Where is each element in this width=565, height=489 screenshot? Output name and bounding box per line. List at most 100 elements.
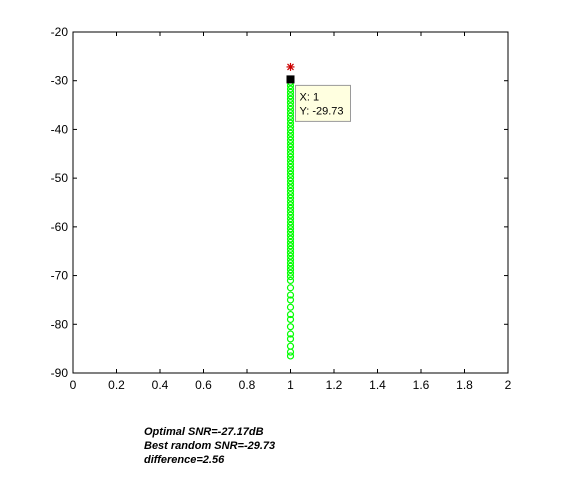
random-snr-point <box>286 143 295 151</box>
random-snr-point <box>286 249 295 257</box>
random-snr-point <box>286 235 295 243</box>
random-snr-point <box>286 88 295 97</box>
random-snr-point <box>286 167 295 175</box>
x-tick-label: 1.2 <box>326 378 343 392</box>
y-tick-label: -30 <box>51 74 69 88</box>
random-snr-point <box>286 191 295 199</box>
random-snr-point <box>286 266 295 274</box>
random-snr-point <box>286 136 295 144</box>
random-snr-point <box>286 242 295 250</box>
x-tick-label: 0.6 <box>195 378 212 392</box>
highlight-markers <box>286 62 295 84</box>
x-axis: 0 0.2 0.4 0.6 0.8 1 1.2 1.4 1.6 1.8 2 <box>70 32 512 392</box>
x-tick-label: 1.4 <box>369 378 386 392</box>
random-snr-point <box>286 129 295 137</box>
random-snr-point <box>286 119 295 127</box>
random-snr-point <box>286 109 295 117</box>
y-axis: -20 -30 -40 -50 -60 -70 -80 -90 <box>51 25 508 380</box>
random-snr-point <box>286 221 295 229</box>
random-snr-point <box>286 112 295 120</box>
y-tick-label: -80 <box>51 317 69 331</box>
random-snr-point <box>286 252 295 260</box>
random-snr-point <box>286 194 295 202</box>
random-snr-point <box>286 208 295 216</box>
random-snr-point <box>286 255 295 264</box>
random-snr-point <box>286 170 295 178</box>
random-snr-point <box>286 92 295 100</box>
x-tick-label: 0.4 <box>152 378 169 392</box>
random-snr-point <box>286 177 295 185</box>
y-tick-label: -60 <box>51 220 69 234</box>
random-snr-point <box>286 153 295 161</box>
x-tick-label: 2 <box>505 378 512 392</box>
random-snr-point <box>286 99 295 107</box>
random-snr-point <box>286 218 295 226</box>
random-snr-point <box>286 197 295 206</box>
y-tick-label: -20 <box>51 25 69 39</box>
data-tip: X: 1 Y: -29.73 <box>295 84 351 122</box>
random-snr-point <box>286 204 295 212</box>
random-snr-point <box>286 163 295 172</box>
y-tick-label: -70 <box>51 269 69 283</box>
random-snr-point <box>286 238 295 247</box>
random-snr-point <box>286 284 295 292</box>
random-snr-point <box>286 126 295 134</box>
optimal-snr-marker <box>286 62 295 71</box>
random-snr-point <box>286 291 295 299</box>
y-tick-label: -50 <box>51 171 69 185</box>
random-snr-point <box>286 330 295 338</box>
random-snr-point <box>286 95 295 103</box>
random-snr-point <box>286 201 295 209</box>
random-snr-point <box>286 296 295 304</box>
random-snr-point <box>286 160 295 168</box>
random-snr-point <box>286 348 295 356</box>
random-snr-point <box>286 116 295 124</box>
difference-text: difference=2.56 <box>144 454 225 466</box>
best-random-marker <box>286 75 295 84</box>
random-snr-point <box>286 262 295 270</box>
random-snr-point <box>286 352 295 360</box>
y-tick-label: -40 <box>51 122 69 136</box>
snr-annotation: Optimal SNR=-27.17dB Best random SNR=-29… <box>144 425 275 467</box>
random-snr-point <box>286 335 295 343</box>
random-snr-point <box>286 272 295 281</box>
random-snr-point <box>286 276 295 285</box>
data-tip-y: Y: -29.73 <box>300 105 344 117</box>
random-snr-point <box>286 139 295 148</box>
random-snr-point <box>286 269 295 277</box>
x-tick-label: 0 <box>70 378 77 392</box>
x-tick-label: 1 <box>287 378 294 392</box>
random-snr-point <box>286 245 295 253</box>
random-snr-point <box>286 315 295 324</box>
random-snr-point <box>286 310 295 319</box>
random-snr-point <box>286 122 295 131</box>
x-tick-label: 1.8 <box>456 378 473 392</box>
random-snr-point <box>286 214 295 223</box>
random-snr-point <box>286 180 295 189</box>
random-snr-point <box>286 150 295 158</box>
random-snr-point <box>286 85 295 93</box>
random-snr-point <box>286 211 295 219</box>
random-snr-point <box>286 187 295 195</box>
random-snr-point <box>286 323 295 331</box>
random-snr-point <box>286 146 295 154</box>
random-snr-point <box>286 228 295 236</box>
random-snr-points <box>286 75 295 360</box>
random-snr-point <box>286 102 295 110</box>
random-snr-point <box>286 303 295 311</box>
random-snr-point <box>286 259 295 267</box>
random-snr-point <box>286 133 295 141</box>
random-snr-point <box>286 225 295 233</box>
random-snr-point <box>286 184 295 192</box>
random-snr-point <box>286 174 295 182</box>
best-random-snr-text: Best random SNR=-29.73 <box>144 440 276 452</box>
data-tip-x: X: 1 <box>300 91 320 103</box>
y-tick-label: -90 <box>51 366 69 380</box>
random-snr-point <box>286 157 295 165</box>
random-snr-point <box>286 232 295 240</box>
random-snr-point <box>286 105 295 114</box>
x-tick-label: 0.8 <box>239 378 256 392</box>
x-tick-label: 0.2 <box>108 378 125 392</box>
data-tip-box <box>295 84 351 122</box>
